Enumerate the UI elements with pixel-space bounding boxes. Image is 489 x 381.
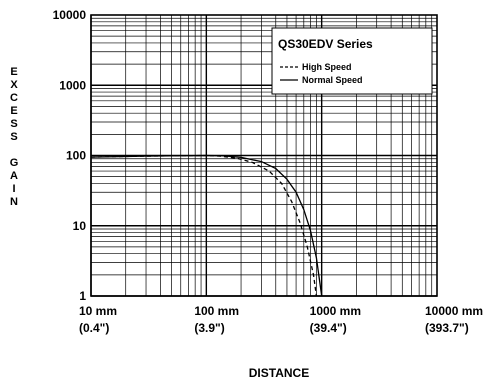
x-tick-label: 10 mm xyxy=(79,304,117,318)
y-axis-title-letter: E xyxy=(10,66,17,78)
y-axis-title-letter: N xyxy=(10,196,18,208)
x-tick-sublabel: (0.4") xyxy=(79,321,109,335)
y-axis-title-letter: G xyxy=(10,157,19,169)
y-axis-title-letter: I xyxy=(12,183,15,195)
y-tick-label: 10 xyxy=(73,219,87,233)
y-axis-title-letter: E xyxy=(10,105,17,117)
y-axis-title-letter: X xyxy=(10,79,18,91)
x-tick-sublabel: (393.7") xyxy=(425,321,469,335)
legend-label: Normal Speed xyxy=(302,75,363,85)
y-tick-label: 10000 xyxy=(53,8,87,22)
chart-ticks: 1 10 100 1000 10000 10 mm (0.4") 100 mm (3.9") 10… xyxy=(53,8,483,335)
chart-legend: QS30EDV Series High Speed Normal Speed xyxy=(271,27,433,95)
y-tick-label: 100 xyxy=(66,149,86,163)
series-line-normal-speed xyxy=(90,154,323,297)
chart-title: QS30EDV Series xyxy=(278,37,373,51)
legend-label: High Speed xyxy=(302,62,352,72)
y-axis-title-letter: C xyxy=(10,92,18,104)
x-tick-label: 10000 mm xyxy=(425,304,483,318)
x-tick-sublabel: (3.9") xyxy=(194,321,224,335)
y-tick-label: 1 xyxy=(79,289,86,303)
legend-box xyxy=(271,27,433,95)
x-tick-sublabel: (39.4") xyxy=(310,321,347,335)
y-axis-title-letter: S xyxy=(10,118,17,130)
y-axis-title-letter: S xyxy=(10,131,17,143)
y-tick-label: 1000 xyxy=(59,78,86,92)
x-tick-label: 1000 mm xyxy=(310,304,361,318)
y-axis-title-letter: A xyxy=(10,170,18,182)
x-tick-label: 100 mm xyxy=(194,304,239,318)
plot-border xyxy=(90,14,438,297)
x-axis-title: DISTANCE xyxy=(249,366,309,380)
chart-series xyxy=(90,154,323,297)
